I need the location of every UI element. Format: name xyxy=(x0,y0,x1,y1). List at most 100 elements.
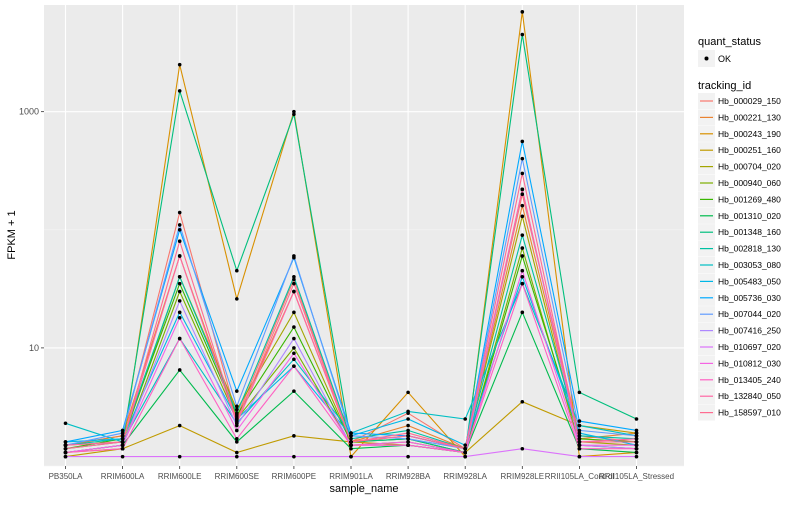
legend-label: Hb_005736_030 xyxy=(718,293,781,303)
y-tick-label: 1000 xyxy=(19,107,39,117)
legend-point-title: quant_status xyxy=(698,36,761,48)
data-point xyxy=(520,446,525,451)
grid-minor xyxy=(44,229,684,467)
data-point xyxy=(463,450,468,455)
data-point xyxy=(577,454,582,459)
data-point xyxy=(120,434,125,438)
data-point xyxy=(120,454,125,459)
legend-label: Hb_005483_050 xyxy=(718,276,781,286)
data-point xyxy=(120,436,125,441)
data-point xyxy=(577,419,582,423)
x-tick-label: RRIM600PE xyxy=(272,472,316,481)
data-point xyxy=(177,254,182,258)
x-tick-label: PB350LA xyxy=(49,472,83,481)
legend-series-title: tracking_id xyxy=(698,80,751,92)
data-point xyxy=(634,446,639,451)
x-tick-label: RRII105LA_Control xyxy=(545,472,615,481)
legend-series-items: Hb_000029_150 Hb_000221_130 Hb_000243_190 H… xyxy=(698,93,781,421)
legend: quant_status OK tracking_id Hb_000029_15… xyxy=(698,36,781,421)
legend-label: Hb_000243_190 xyxy=(718,129,781,139)
legend-label: Hb_010812_030 xyxy=(718,358,781,368)
data-point xyxy=(292,281,296,286)
data-point xyxy=(520,281,525,286)
data-point xyxy=(634,440,639,444)
data-point xyxy=(292,277,296,282)
data-point xyxy=(520,171,525,176)
data-point xyxy=(634,436,639,441)
y-tick-label: 10 xyxy=(29,343,39,353)
data-point xyxy=(235,407,239,412)
data-point xyxy=(292,109,296,114)
data-point xyxy=(235,389,239,393)
legend-label: Hb_000704_020 xyxy=(718,162,781,172)
data-point xyxy=(292,351,296,356)
data-point xyxy=(177,227,182,232)
data-point xyxy=(634,454,639,459)
data-point xyxy=(406,434,410,438)
legend-label: Hb_013405_240 xyxy=(718,375,781,385)
data-point xyxy=(235,450,239,455)
data-point xyxy=(406,454,410,459)
data-point xyxy=(577,423,582,428)
data-point xyxy=(120,428,125,433)
data-point xyxy=(520,156,525,161)
data-point xyxy=(177,89,182,93)
data-point xyxy=(177,274,182,279)
x-tick-label: RRIM928LE xyxy=(501,472,545,481)
legend-label: Hb_007416_250 xyxy=(718,326,781,336)
data-point xyxy=(177,310,182,315)
data-point xyxy=(577,428,582,433)
data-point xyxy=(577,431,582,435)
data-point xyxy=(406,417,410,421)
data-point xyxy=(292,389,296,393)
data-point xyxy=(235,268,239,273)
data-point xyxy=(177,210,182,215)
data-point xyxy=(120,440,125,444)
data-point xyxy=(292,310,296,315)
data-point xyxy=(235,440,239,444)
legend-label: Hb_000221_130 xyxy=(718,112,781,122)
data-point xyxy=(235,297,239,301)
data-point xyxy=(292,357,296,362)
data-point xyxy=(520,139,525,144)
legend-label: Hb_002818_130 xyxy=(718,244,781,254)
y-axis-title: FPKM + 1 xyxy=(6,210,18,259)
data-point xyxy=(63,446,68,451)
data-point xyxy=(349,431,353,435)
data-point xyxy=(177,62,182,67)
data-point xyxy=(120,443,125,448)
data-point xyxy=(177,289,182,294)
data-point xyxy=(406,409,410,414)
data-point xyxy=(292,434,296,438)
data-point xyxy=(520,310,525,315)
x-tick-label: RRIM928LA xyxy=(443,472,487,481)
data-point xyxy=(520,246,525,250)
data-point xyxy=(292,274,296,279)
legend-label: Hb_010697_020 xyxy=(718,342,781,352)
data-point xyxy=(63,421,68,426)
data-point xyxy=(634,443,639,448)
y-axis: 10 1000 xyxy=(19,107,44,353)
x-tick-label: RRIM600LE xyxy=(158,472,202,481)
legend-label: Hb_007044_020 xyxy=(718,309,781,319)
data-point xyxy=(406,443,410,448)
data-point xyxy=(292,364,296,368)
data-point xyxy=(349,434,353,438)
data-point xyxy=(463,443,468,448)
data-point xyxy=(520,233,525,237)
data-point xyxy=(520,268,525,273)
x-tick-label: RRIM928BA xyxy=(386,472,431,481)
data-point xyxy=(177,454,182,459)
x-axis-title: sample_name xyxy=(329,483,398,495)
x-axis: PB350LA RRIM600LA RRIM600LE RRIM600SE RRIM60… xyxy=(49,466,674,481)
data-point xyxy=(349,454,353,459)
data-point xyxy=(177,423,182,428)
legend-label: Hb_158597_010 xyxy=(718,408,781,418)
x-tick-label: RRIM600LA xyxy=(101,472,145,481)
data-point xyxy=(406,431,410,435)
data-point xyxy=(520,274,525,279)
legend-label: Hb_132840_050 xyxy=(718,391,781,401)
data-point xyxy=(349,446,353,451)
data-point xyxy=(292,254,296,258)
data-point xyxy=(406,428,410,433)
